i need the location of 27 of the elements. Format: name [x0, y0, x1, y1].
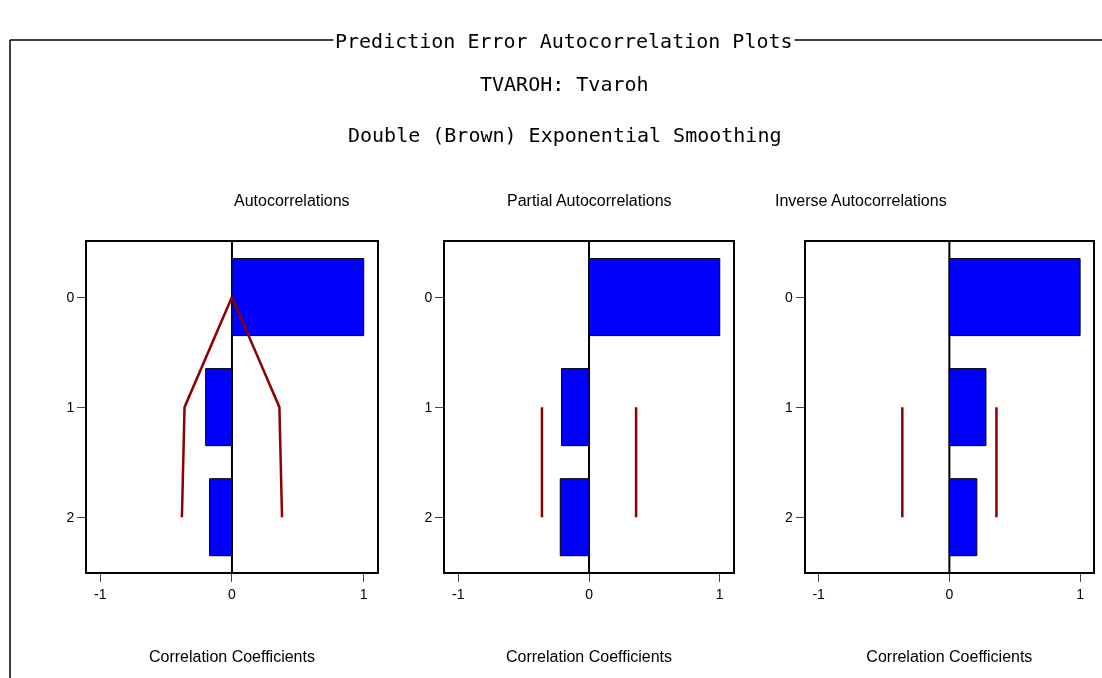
chart-title: Inverse Autocorrelations: [775, 192, 947, 209]
x-tick-label: 1: [715, 586, 724, 603]
y-tick-label: 1: [784, 399, 793, 416]
x-axis-title: Correlation Coefficients: [866, 648, 1033, 666]
x-tick-label: 0: [945, 586, 954, 603]
y-tick-label: 0: [784, 288, 793, 305]
chart-title: Autocorrelations: [234, 192, 350, 209]
x-tick-label: -1: [812, 586, 826, 603]
x-tick-label: 0: [228, 586, 237, 603]
y-tick-label: 0: [66, 288, 75, 305]
y-tick-label: 2: [66, 509, 75, 526]
x-tick-label: 0: [585, 586, 594, 603]
y-tick-label: 2: [424, 509, 433, 526]
x-tick-label: 1: [1076, 586, 1085, 603]
y-tick-label: 2: [784, 509, 793, 526]
y-tick-label: 1: [66, 399, 75, 416]
chart-title: Partial Autocorrelations: [507, 192, 672, 209]
text: TVAROH: Tvaroh: [480, 72, 649, 96]
x-axis-title: Correlation Coefficients: [148, 648, 315, 666]
text: Double (Brown) Exponential Smoothing: [348, 123, 782, 147]
x-tick-label: 1: [359, 586, 368, 603]
text: Prediction Error Autocorrelation Plots: [335, 29, 793, 53]
x-tick-label: -1: [452, 586, 465, 603]
y-tick-label: 1: [424, 399, 433, 416]
x-axis-title: Correlation Coefficients: [506, 648, 673, 666]
y-tick-label: 0: [424, 288, 433, 305]
x-tick-label: -1: [94, 586, 107, 603]
